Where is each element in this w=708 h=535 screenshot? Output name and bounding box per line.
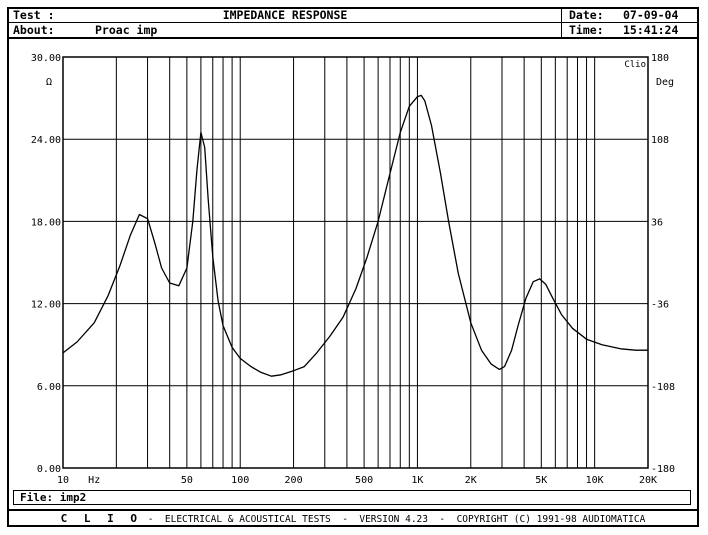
x-tick-label: 2K [465,475,477,486]
y2-tick-label: 36 [651,217,663,228]
date-value: 07-09-04 [623,8,679,22]
x-tick-label: 20K [639,475,657,486]
y-tick-label: 6.00 [37,382,61,393]
time-value: 15:41:24 [623,23,679,37]
about-label: About: [13,23,55,37]
plot-area-border [62,56,649,469]
footer-bar: C L I O - ELECTRICAL & ACOUSTICAL TESTS … [7,509,699,527]
y-tick-label: 30.00 [31,53,61,64]
x-tick-label: 5K [535,475,547,486]
footer-brand: C L I O [60,512,143,525]
report-header: Test : IMPEDANCE RESPONSE About: Proac i… [7,7,699,39]
file-box: File: imp2 [13,490,691,505]
y2-tick-label: -36 [651,300,669,311]
y2-unit-label: Deg [656,77,674,88]
x-tick-label: 1K [411,475,423,486]
date-label: Date: [569,8,604,22]
test-label: Test : [13,8,55,22]
y-unit-label: Ω [46,77,52,88]
y-tick-label: 24.00 [31,135,61,146]
file-name: imp2 [59,491,87,504]
x-tick-label: 10 [57,475,69,486]
y2-tick-label: 108 [651,135,669,146]
footer-text: - ELECTRICAL & ACOUSTICAL TESTS - VERSIO… [142,514,646,525]
x-tick-label: 200 [285,475,303,486]
y2-tick-label: -180 [651,464,675,475]
x-tick-label: 500 [355,475,373,486]
y2-tick-label: 180 [651,53,669,64]
header-separator [561,9,562,37]
y-tick-label: 0.00 [37,464,61,475]
y2-tick-label: -108 [651,382,675,393]
about-value: Proac imp [95,23,158,37]
clio-corner-label: Clio [624,60,646,70]
x-tick-label: Hz [88,475,100,486]
x-tick-label: 100 [231,475,249,486]
header-divider [9,22,697,23]
impedance-curve [62,94,648,377]
x-tick-label: 50 [181,475,193,486]
report-title: IMPEDANCE RESPONSE [222,8,348,22]
x-tick-label: 10K [586,475,604,486]
time-label: Time: [569,23,604,37]
file-label: File: [20,491,54,504]
y-tick-label: 18.00 [31,217,61,228]
y-tick-label: 12.00 [31,300,61,311]
